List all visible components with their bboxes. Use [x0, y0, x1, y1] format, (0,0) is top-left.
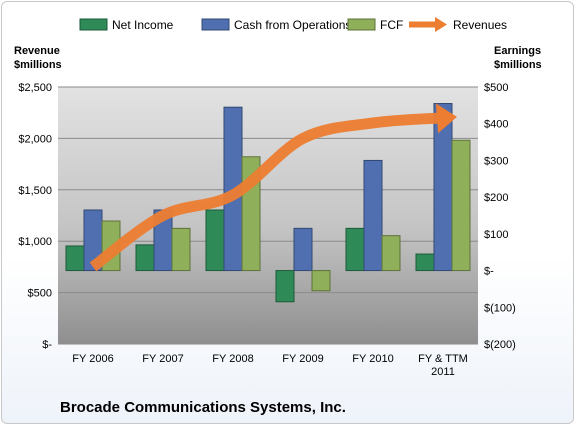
- right-tick-label: $(100): [484, 302, 516, 314]
- right-axis-title: $millions: [494, 59, 542, 71]
- revenues-arrowhead: [435, 103, 457, 134]
- right-tick-label: $300: [484, 155, 508, 167]
- bar-fcf: [311, 270, 331, 292]
- right-tick-label: $(200): [484, 339, 516, 351]
- chart-title: Brocade Communications Systems, Inc.: [60, 399, 346, 416]
- right-tick-label: $100: [484, 229, 508, 241]
- legend-label: Net Income: [112, 18, 174, 32]
- category-label: FY 2006: [72, 353, 113, 365]
- left-tick-label: $2,500: [18, 82, 52, 94]
- left-tick-label: $1,000: [18, 236, 52, 248]
- bar-net-income: [275, 270, 295, 303]
- left-tick-label: $1,500: [18, 185, 52, 197]
- bar-fcf: [381, 235, 401, 272]
- left-tick-label: $-: [42, 339, 52, 351]
- legend-swatch-arrow: [435, 17, 447, 32]
- revenues-line: [89, 112, 444, 272]
- legend-swatch: [347, 18, 376, 31]
- right-axis-title: Earnings: [494, 45, 541, 57]
- category-label: 2011: [431, 366, 455, 378]
- category-label: FY 2009: [282, 353, 323, 365]
- category-label: FY & TTM: [418, 353, 468, 365]
- legend-label: Cash from Operations: [234, 18, 351, 32]
- legend-label: Revenues: [453, 18, 507, 32]
- legend-swatch: [201, 18, 230, 31]
- legend-label: FCF: [380, 18, 403, 32]
- bar-net-income: [65, 245, 85, 272]
- chart: $- $500 $1,000 $1,500 $2,000 $2,500 $(200) $(10…: [14, 17, 542, 378]
- category-label: FY 2007: [142, 353, 183, 365]
- bar-fcf: [451, 139, 471, 272]
- category-label: FY 2010: [352, 353, 393, 365]
- bar-net-income: [415, 253, 435, 272]
- right-tick-label: $500: [484, 82, 508, 94]
- plot-area: [58, 87, 478, 344]
- left-axis-title: Revenue: [14, 45, 60, 57]
- right-tick-label: $-: [484, 266, 494, 278]
- bar-fcf: [171, 227, 191, 272]
- legend-swatch: [79, 18, 108, 31]
- category-label: FY 2008: [212, 353, 253, 365]
- left-tick-label: $2,000: [18, 133, 52, 145]
- bar-net-income: [345, 227, 365, 272]
- right-tick-label: $200: [484, 192, 508, 204]
- bar-net-income: [205, 209, 225, 272]
- left-tick-label: $500: [28, 288, 52, 300]
- bar-cash-from-operations: [363, 159, 383, 272]
- bar-cash-from-operations: [293, 227, 313, 272]
- right-tick-label: $400: [484, 119, 508, 131]
- left-axis-title: $millions: [14, 59, 62, 71]
- bar-net-income: [135, 244, 155, 272]
